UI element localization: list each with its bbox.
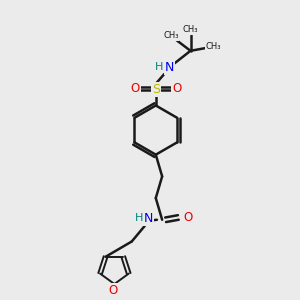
Text: O: O <box>130 82 140 94</box>
Text: O: O <box>108 284 118 297</box>
Text: S: S <box>152 83 160 96</box>
Text: H: H <box>135 213 143 223</box>
Text: H: H <box>155 62 164 72</box>
Text: CH₃: CH₃ <box>163 31 178 40</box>
Text: O: O <box>183 211 192 224</box>
Text: CH₃: CH₃ <box>183 25 198 34</box>
Text: N: N <box>165 61 174 74</box>
Text: O: O <box>172 82 181 94</box>
Text: CH₃: CH₃ <box>205 42 221 51</box>
Text: N: N <box>144 212 153 225</box>
